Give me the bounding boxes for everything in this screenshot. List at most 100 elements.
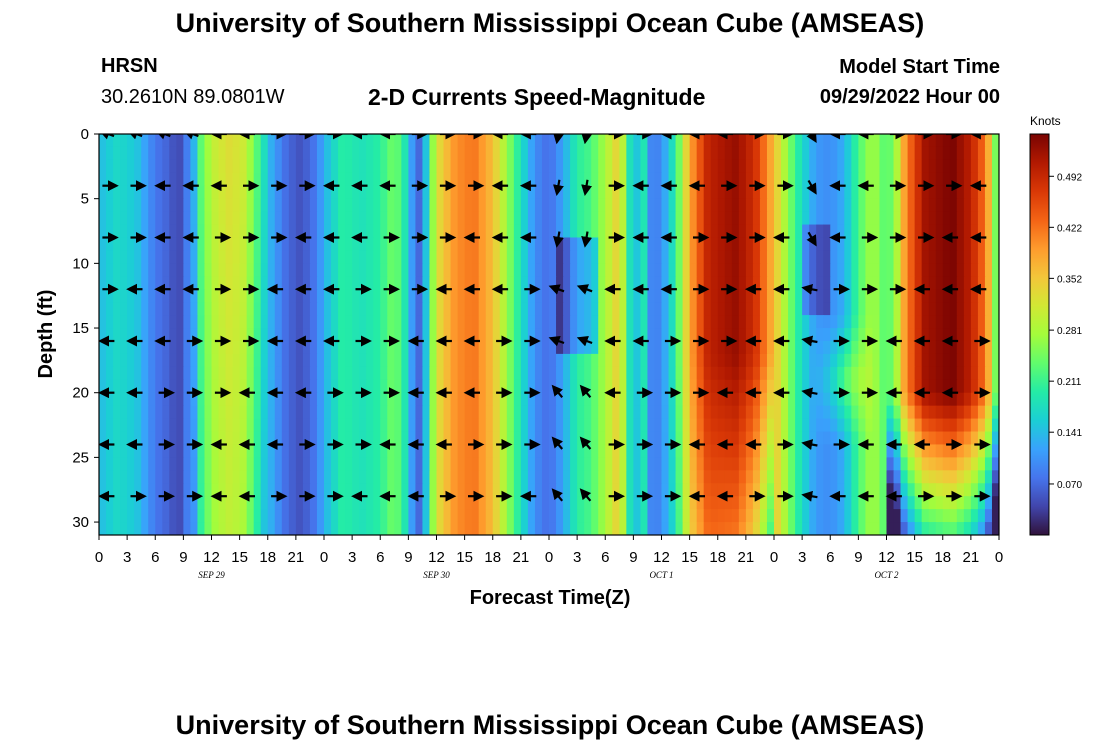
heatmap-cell [218,211,227,226]
heatmap-cell [366,276,374,290]
heatmap-cell [281,302,290,316]
heatmap-cell [429,470,438,484]
heatmap-cell [830,289,838,303]
heatmap-cell [281,522,290,535]
heatmap-cell [549,159,557,174]
heatmap-cell [605,405,613,420]
heatmap-cell [949,224,958,239]
heatmap-cell [422,250,431,264]
heatmap-cell [788,237,796,252]
heatmap-cell [752,185,761,200]
heatmap-cell [338,289,346,303]
current-vector-arrow [548,335,565,347]
heatmap-cell [766,496,775,510]
heatmap-cell [534,431,543,446]
heatmap-cell [717,146,726,161]
heatmap-cell [141,353,149,368]
heatmap-cell [176,276,184,290]
heatmap-cell [907,509,916,523]
heatmap-cell [816,134,824,148]
heatmap-cell [401,198,409,213]
heatmap-cell [710,431,719,446]
heatmap-cell [380,185,388,200]
heatmap-cell [401,353,409,368]
heatmap-cell [281,353,290,368]
heatmap-cell [141,366,149,381]
heatmap-cell [605,483,613,497]
heatmap-cell [675,211,684,226]
heatmap-cell [415,457,424,471]
heatmap-cell [823,185,831,200]
heatmap-cell [893,353,902,368]
heatmap-cell [977,353,986,368]
heatmap-cell [541,392,550,407]
heatmap-cell [422,134,431,148]
heatmap-cell [598,444,606,458]
heatmap-cell [352,211,360,226]
heatmap-cell [113,289,121,303]
heatmap-cell [696,366,705,381]
heatmap-cell [183,250,192,264]
heatmap-cell [865,146,874,161]
heatmap-cell [155,366,163,381]
heatmap-cell [745,237,754,252]
heatmap-cell [338,198,346,213]
heatmap-cell [809,250,817,264]
heatmap-cell [591,522,599,535]
heatmap-cell [717,328,726,342]
heatmap-cell [935,418,944,433]
heatmap-cell [682,134,691,148]
heatmap-cell [267,185,276,200]
heatmap-cell [556,302,564,316]
heatmap-cell [190,302,199,316]
heatmap-cell [429,444,438,458]
heatmap-cell [893,340,902,355]
heatmap-cell [295,328,304,342]
heatmap-cell [478,379,487,394]
heatmap-cell [837,146,845,161]
heatmap-cell [513,250,522,264]
heatmap-cell [316,418,325,433]
heatmap-cell [450,457,459,471]
heatmap-cell [549,379,557,394]
heatmap-cell [302,146,311,161]
heatmap-cell [759,185,768,200]
heatmap-cell [246,211,255,226]
heatmap-cell [956,302,965,316]
heatmap-cell [577,457,585,471]
heatmap-cell [675,431,684,446]
heatmap-cell [724,353,733,368]
heatmap-cell [260,250,269,264]
heatmap-cell [506,315,515,329]
heatmap-cell [612,444,620,458]
heatmap-cell [921,198,930,213]
heatmap-cell [886,134,895,148]
heatmap-cell [984,146,993,161]
heatmap-cell [668,172,677,187]
heatmap-cell [295,146,304,161]
heatmap-cell [380,483,388,497]
heatmap-cell [267,315,276,329]
heatmap-cell [190,328,199,342]
heatmap-cell [598,431,606,446]
heatmap-cell [626,483,634,497]
heatmap-cell [492,353,501,368]
heatmap-cell [324,366,332,381]
heatmap-cell [155,224,163,239]
heatmap-cell [324,418,332,433]
heatmap-cell [260,172,269,187]
heatmap-cell [309,470,318,484]
heatmap-cell [682,457,691,471]
heatmap-cell [823,509,831,523]
heatmap-cell [373,418,381,433]
heatmap-cell [324,315,332,329]
heatmap-cell [204,483,213,497]
heatmap-cell [366,457,374,471]
heatmap-cell [492,263,501,277]
heatmap-cell [781,328,789,342]
heatmap-cell [274,237,283,252]
heatmap-cell [190,457,199,471]
heatmap-cell [169,185,177,200]
heatmap-cell [183,302,192,316]
heatmap-cell [900,405,909,420]
